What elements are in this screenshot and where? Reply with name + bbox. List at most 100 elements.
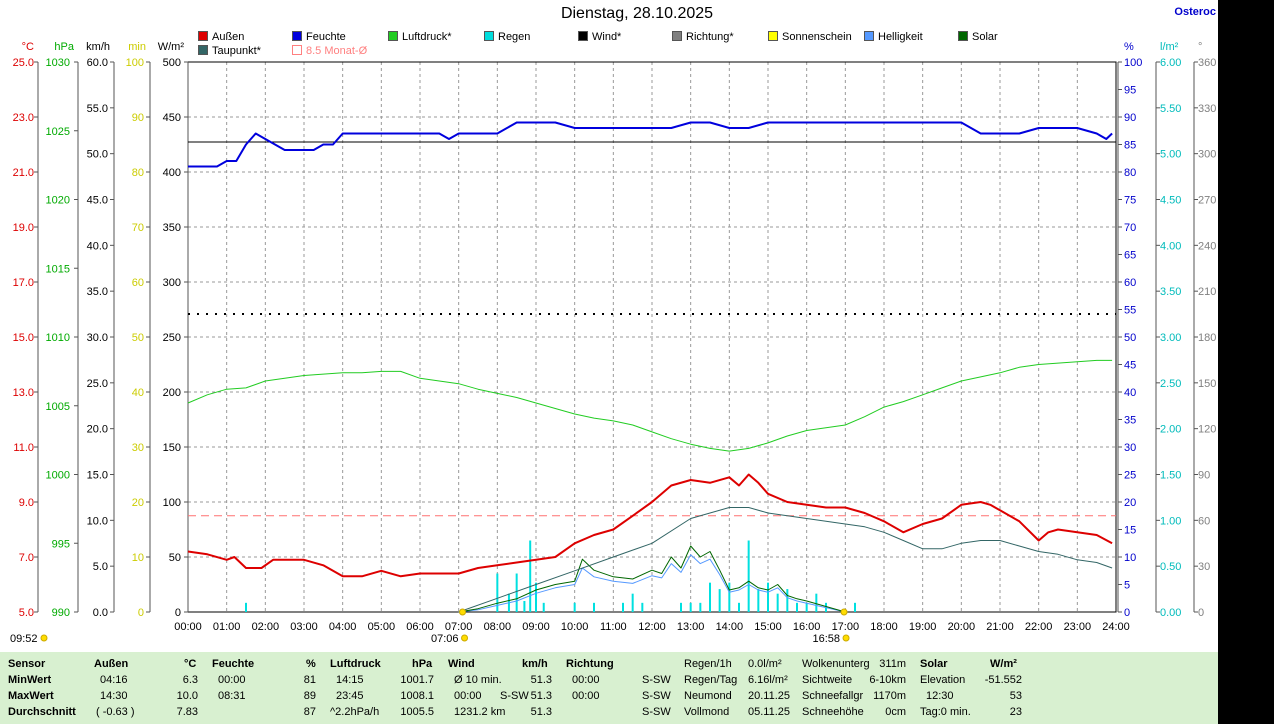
footer-feuchte-head: Feuchte — [212, 658, 255, 670]
legend-label: Solar — [972, 31, 998, 43]
station-link[interactable]: Osteroc — [1174, 6, 1216, 18]
rain-tick-label: 3.50 — [1160, 286, 1181, 298]
wind-tick-label: 40.0 — [87, 240, 108, 252]
humidity-tick-label: 80 — [1124, 167, 1136, 179]
solar-tick-label: 150 — [163, 442, 181, 454]
time-tick-label: 15:00 — [754, 621, 782, 633]
direction-tick-label: 270 — [1198, 195, 1216, 207]
footer-sichtweite-label: Sichtweite — [802, 674, 853, 686]
time-tick-label: 16:00 — [793, 621, 821, 633]
humidity-tick-label: 5 — [1124, 580, 1130, 592]
wind-unit-label: km/h — [86, 41, 110, 53]
legend-swatch — [672, 31, 682, 41]
footer-schneefallgr-val: 1170m — [873, 690, 906, 702]
footer-aussen-avg-val: 7.83 — [176, 706, 198, 718]
rain-bar — [757, 589, 760, 612]
sunmin-unit-label: min — [128, 41, 146, 53]
rain-tick-label: 6.00 — [1160, 57, 1181, 69]
humidity-tick-label: 15 — [1124, 525, 1136, 537]
weather-chart: 25.0 23.0 21.0 19.0 17.0 15.0 13.0 11.0 9.0 7.0 5.… — [10, 41, 1216, 645]
legend-label: Feuchte — [306, 31, 346, 43]
temp-tick-label: 9.0 — [19, 497, 34, 509]
footer-feuchte-max-time: 08:31 — [218, 690, 246, 702]
pressure-line — [187, 359, 1113, 452]
footer-elevation-val: -51.552 — [984, 674, 1022, 686]
direction-tick-label: 210 — [1198, 286, 1216, 298]
footer-regen-1h-val: 0.0l/m² — [748, 658, 782, 670]
solar-tick-label: 0 — [175, 607, 181, 619]
pressure-tick-label: 1025 — [46, 126, 70, 138]
solar-tick-label: 400 — [163, 167, 181, 179]
footer-schneehoehe-label: Schneehöhe — [802, 706, 864, 718]
rain-bar — [529, 540, 532, 612]
rain-bar — [496, 573, 499, 612]
footer-luftdruck-head: Luftdruck — [330, 658, 381, 670]
footer-feuchte-unit: % — [306, 658, 316, 670]
rain-tick-label: 0.00 — [1160, 607, 1181, 619]
rain-bar — [523, 601, 526, 612]
legend-swatch — [958, 31, 968, 41]
legend-swatch — [578, 31, 588, 41]
footer-regen-tag-val: 6.16l/m² — [748, 674, 788, 686]
footer-wind-row2-dir: S-SW — [500, 690, 529, 702]
time-tick-label: 04:00 — [329, 621, 357, 633]
chart-title: Dienstag, 28.10.2025 — [560, 5, 714, 22]
legend-item[interactable]: Außen — [198, 31, 244, 43]
footer-solar-unit: W/m² — [990, 658, 1017, 670]
time-tick-label: 21:00 — [986, 621, 1014, 633]
legend-item[interactable]: Feuchte — [292, 31, 346, 43]
rain-bar — [573, 602, 576, 612]
time-tick-label: 20:00 — [948, 621, 976, 633]
solar-tick-label: 300 — [163, 277, 181, 289]
solar-line — [458, 545, 846, 613]
footer-feuchte-max-val: 89 — [303, 690, 316, 702]
rain-bar — [776, 593, 779, 612]
time-tick-label: 17:00 — [832, 621, 860, 633]
legend-item[interactable]: Taupunkt* — [198, 45, 261, 57]
rain-bar — [245, 602, 247, 612]
solar-tick-label: 100 — [163, 497, 181, 509]
direction-tick-label: 30 — [1198, 561, 1210, 573]
footer-aussen-avg-trend: ( -0.63 ) — [96, 706, 135, 718]
legend-item[interactable]: Richtung* — [672, 31, 734, 43]
footer-sunshine-label: Tag:0 min. — [920, 706, 971, 718]
footer-aussen-head: Außen — [94, 658, 129, 670]
legend-label: Außen — [212, 31, 245, 43]
rain-bar — [631, 593, 634, 612]
footer-vollmond-val: 05.11.25 — [748, 706, 791, 718]
sunmin-tick-label: 80 — [132, 167, 144, 179]
footer-richtung-avg-val: S-SW — [642, 706, 671, 718]
legend-swatch — [388, 31, 398, 41]
legend-item[interactable]: Sonnenschein — [768, 31, 852, 43]
time-tick-label: 01:00 — [213, 621, 241, 633]
rain-bar — [622, 602, 624, 612]
sunmin-tick-label: 50 — [132, 332, 144, 344]
legend-item[interactable]: Regen — [484, 31, 530, 43]
solar-tick-label: 200 — [163, 387, 181, 399]
footer-schneehoehe-val: 0cm — [885, 706, 906, 718]
sunmin-tick-label: 10 — [132, 552, 144, 564]
footer-wind-row2-time: 00:00 — [454, 690, 482, 702]
rain-bar — [680, 602, 682, 612]
footer-label-min: MinWert — [8, 674, 52, 686]
sunmin-tick-label: 100 — [126, 57, 144, 69]
rain-bar — [728, 582, 731, 612]
rain-tick-label: 2.50 — [1160, 378, 1181, 390]
legend-item[interactable]: Luftdruck* — [388, 31, 452, 43]
time-tick-label: 22:00 — [1025, 621, 1053, 633]
legend-item[interactable]: Solar — [958, 31, 998, 43]
footer-feuchte-avg-val: 87 — [303, 706, 316, 718]
wind-tick-label: 15.0 — [87, 470, 108, 482]
legend-label: Wind* — [592, 31, 622, 43]
legend-item[interactable]: 8.5 Monat-Ø — [292, 45, 367, 57]
humidity-tick-label: 100 — [1124, 57, 1142, 69]
legend-item[interactable]: Helligkeit — [864, 31, 923, 43]
footer-solar-head: Solar — [920, 658, 948, 670]
footer-solar-avg-val: 23 — [1009, 706, 1022, 718]
legend-item[interactable]: Wind* — [578, 31, 621, 43]
time-tick-label: 24:00 — [1102, 621, 1130, 633]
time-tick-label: 23:00 — [1064, 621, 1092, 633]
direction-tick-label: 0 — [1198, 607, 1204, 619]
pressure-tick-label: 1020 — [46, 195, 70, 207]
rain-bar — [815, 593, 818, 612]
